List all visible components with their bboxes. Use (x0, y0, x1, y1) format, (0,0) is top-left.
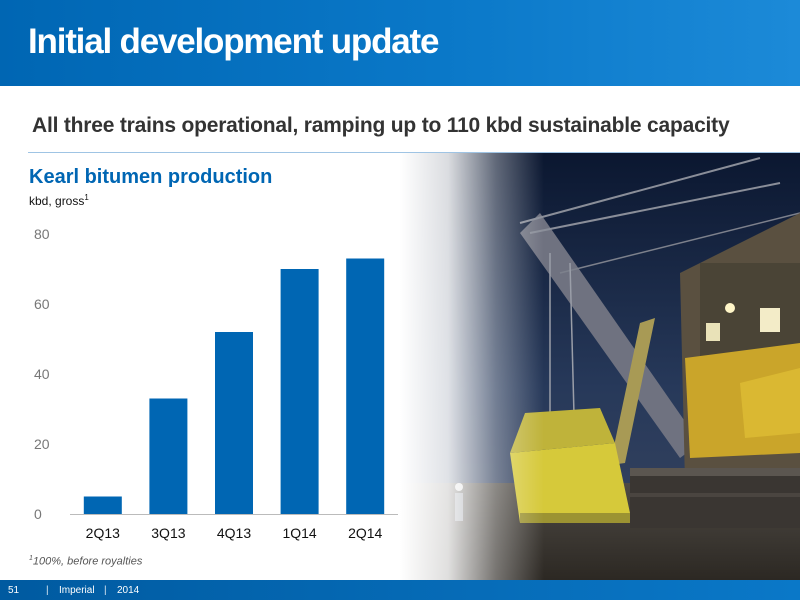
bars-group (83, 258, 385, 514)
x-axis: 2Q13 3Q13 4Q13 1Q14 2Q14 (86, 525, 383, 541)
x-tick-label: 4Q13 (217, 525, 251, 541)
bar-2q13 (83, 496, 122, 514)
photo-fade-overlay (400, 153, 800, 580)
bar-chart: 0 20 40 60 80 2Q13 3Q13 4Q13 1Q14 2Q14 (34, 226, 398, 541)
footnote: 1100%, before royalties (29, 555, 142, 568)
unit-text: kbd, gross (29, 194, 85, 208)
x-tick-label: 1Q14 (282, 525, 316, 541)
chart-title: Kearl bitumen production (29, 166, 273, 188)
x-tick-label: 2Q13 (86, 525, 120, 541)
y-tick-label: 0 (34, 506, 42, 522)
chart-unit-label: kbd, gross1 (29, 193, 89, 208)
bar-4q13 (215, 332, 253, 514)
footnote-text: 100%, before royalties (32, 555, 143, 568)
y-tick-label: 60 (34, 296, 50, 312)
mining-shovel-photo (400, 153, 800, 580)
footnote-marker: 1 (29, 555, 33, 562)
footer-year: 2014 (117, 585, 140, 596)
y-axis: 0 20 40 60 80 (34, 226, 50, 522)
company-name: Imperial (59, 585, 95, 596)
x-tick-label: 2Q14 (348, 525, 382, 541)
footer-separator-1: | (46, 585, 49, 596)
bar-3q13 (149, 398, 188, 514)
header-banner: Initial development update (0, 0, 800, 86)
slide-subtitle: All three trains operational, ramping up… (32, 114, 730, 137)
footer-separator-2: | (104, 585, 107, 596)
unit-footnote-marker: 1 (84, 193, 89, 202)
bar-2q14 (346, 258, 385, 514)
footer-bar: 51 | Imperial | 2014 (0, 580, 800, 600)
divider-line (28, 152, 800, 153)
y-tick-label: 40 (34, 366, 50, 382)
page-number: 51 (8, 585, 20, 596)
page-title: Initial development update (28, 22, 439, 61)
y-tick-label: 20 (34, 436, 50, 452)
x-tick-label: 3Q13 (151, 525, 185, 541)
y-tick-label: 80 (34, 226, 50, 242)
bar-1q14 (280, 269, 319, 514)
